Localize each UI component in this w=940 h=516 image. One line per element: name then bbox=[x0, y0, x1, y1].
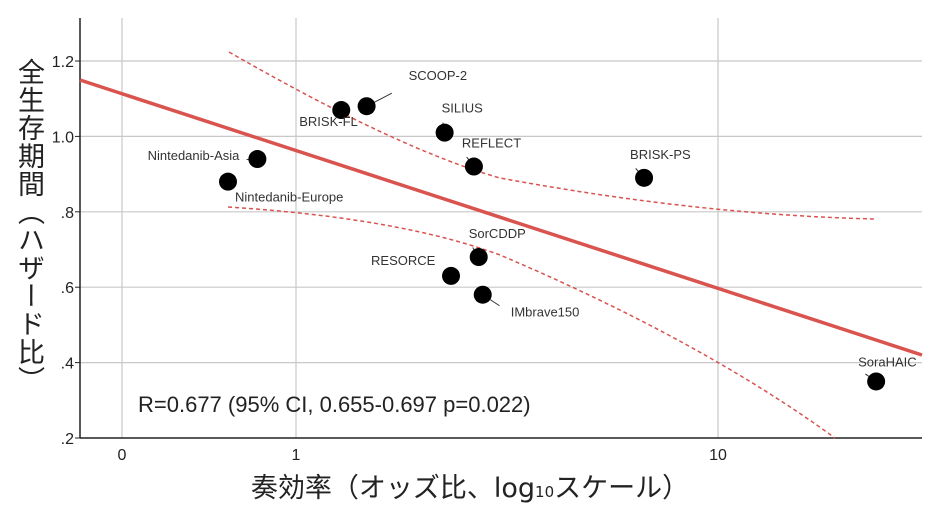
gridlines bbox=[80, 18, 922, 438]
data-point-brisk-ps: BRISK-PS bbox=[630, 147, 691, 187]
point-label: Nintedanib-Europe bbox=[235, 190, 343, 205]
axes bbox=[75, 18, 922, 439]
x-tick-label: 10 bbox=[709, 447, 727, 464]
point-marker bbox=[435, 123, 454, 142]
y-tick-label: 1.2 bbox=[52, 54, 74, 71]
y-tick-label: .2 bbox=[61, 431, 74, 448]
data-point-scoop-2: SCOOP-2 bbox=[357, 68, 468, 116]
y-tick-label: .6 bbox=[61, 280, 74, 297]
point-marker bbox=[357, 97, 376, 116]
point-label: BRISK-PS bbox=[630, 147, 691, 162]
data-point-nintedanib-europe: Nintedanib-Europe bbox=[218, 172, 343, 205]
data-point-brisk-fl: BRISK-FL bbox=[299, 101, 358, 129]
data-points: Nintedanib-Asia Nintedanib-Europe BRISK-FL… bbox=[148, 68, 917, 391]
point-label: RESORCE bbox=[371, 253, 436, 268]
x-tick-label: 0 bbox=[118, 447, 127, 464]
point-marker bbox=[442, 266, 461, 285]
point-label: REFLECT bbox=[462, 136, 521, 151]
y-axis-label: 全生存期間（ハザード比） bbox=[13, 58, 44, 394]
point-marker bbox=[469, 248, 488, 267]
data-point-silius: SILIUS bbox=[435, 101, 484, 142]
point-label: SorCDDP bbox=[469, 226, 526, 241]
data-point-reflect: REFLECT bbox=[462, 136, 521, 176]
point-marker bbox=[248, 150, 267, 169]
point-label: IMbrave150 bbox=[511, 305, 580, 320]
data-point-sorcddp: SorCDDP bbox=[469, 226, 526, 267]
regression-fit-line bbox=[79, 78, 923, 357]
lower-ci-line bbox=[227, 206, 836, 439]
point-marker bbox=[464, 157, 483, 176]
y-tick-label: .4 bbox=[61, 356, 74, 373]
point-marker bbox=[867, 372, 886, 391]
tick-labels: 1.2 1.0 .8 .6 .4 .2 0 1 10 bbox=[52, 54, 727, 464]
point-marker bbox=[218, 172, 237, 191]
point-label: BRISK-FL bbox=[299, 114, 358, 129]
y-tick-label: .8 bbox=[61, 205, 74, 222]
x-tick-label: 1 bbox=[292, 447, 301, 464]
x-axis-label: 奏効率（オッズ比、log10スケール） bbox=[250, 473, 690, 504]
point-label: SCOOP-2 bbox=[409, 68, 468, 83]
data-point-resorce: RESORCE bbox=[371, 253, 461, 285]
point-marker bbox=[635, 168, 654, 187]
point-label: SILIUS bbox=[442, 101, 484, 116]
data-point-sorahaic: SoraHAIC bbox=[858, 354, 917, 391]
data-point-nintedanib-asia: Nintedanib-Asia bbox=[148, 148, 267, 169]
data-point-imbrave150: IMbrave150 bbox=[473, 285, 580, 320]
correlation-annotation: R=0.677 (95% CI, 0.655-0.697 p=0.022) bbox=[138, 392, 531, 417]
point-marker bbox=[332, 101, 351, 120]
point-label: Nintedanib-Asia bbox=[148, 148, 241, 163]
regression-lines bbox=[79, 51, 923, 439]
y-tick-label: 1.0 bbox=[52, 129, 74, 146]
point-label: SoraHAIC bbox=[858, 354, 917, 369]
point-marker bbox=[473, 285, 492, 304]
